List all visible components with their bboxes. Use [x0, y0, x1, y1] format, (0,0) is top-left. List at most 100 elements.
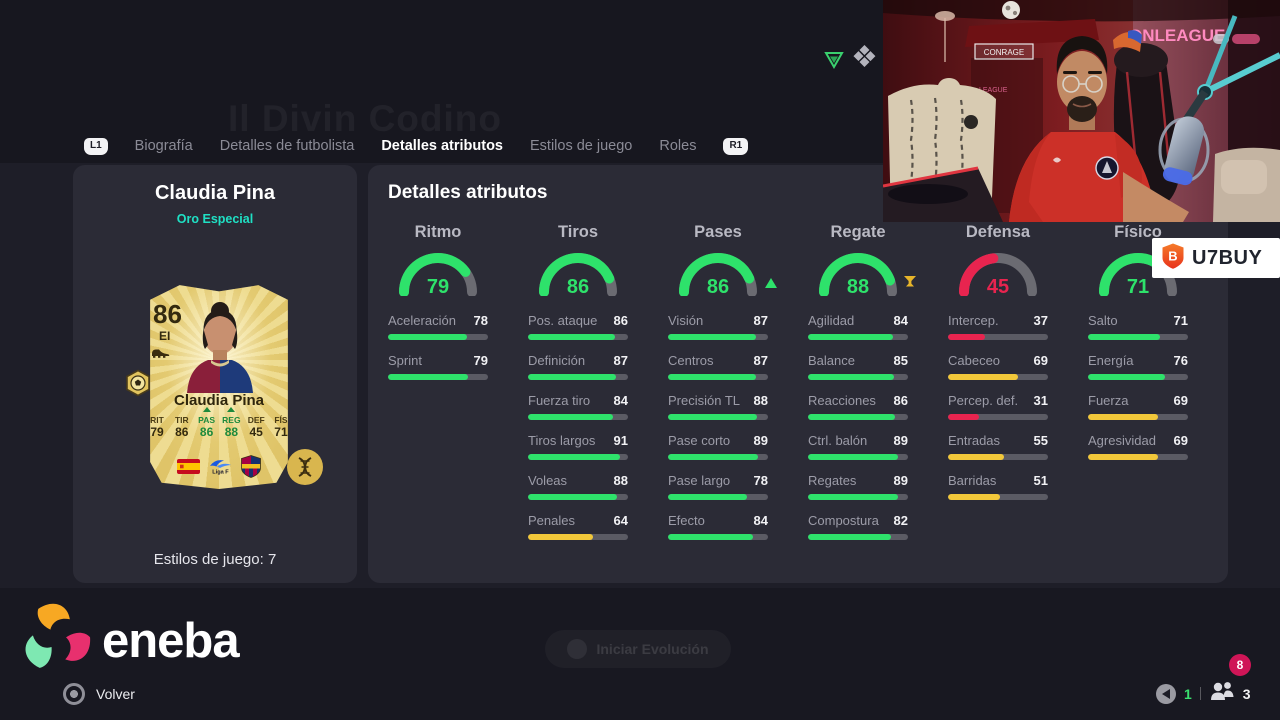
- stat-label: Pase largo: [668, 473, 731, 488]
- neon-sign-text: ONLEAGUE: [1129, 26, 1225, 45]
- tab-estilos-de-juego[interactable]: Estilos de juego: [530, 138, 633, 154]
- card-stat-def: DEF 45: [247, 415, 265, 439]
- stat-row-sprint: Sprint 79: [388, 353, 488, 380]
- stat-bar: [668, 494, 768, 500]
- card-stat-rit: RIT 79: [150, 415, 164, 439]
- group-stats: Salto 71 Energía 76 Fuerza 69 Agresividad 69: [1088, 313, 1188, 460]
- stat-bar: [808, 534, 908, 540]
- group-value: 86: [706, 276, 730, 298]
- card-stats-row: RIT 79 TIR 86 PAS 86 REG 88 DEF 45 FÍS 71: [145, 407, 293, 439]
- stat-row-agilidad: Agilidad 84: [808, 313, 908, 340]
- stat-label: Energía: [1088, 353, 1134, 368]
- attribute-group-pases: Pases 86 Visión 87 Centros 87 Precisión TL 88 Pa…: [668, 223, 777, 553]
- stat-label: Definición: [528, 353, 586, 368]
- stat-value: 85: [893, 353, 908, 368]
- eneba-logo: eneba: [18, 598, 240, 683]
- friends-icon: [1209, 681, 1235, 706]
- stat-value: 86: [893, 393, 908, 408]
- svg-text:B: B: [1168, 248, 1177, 263]
- back-control[interactable]: Volver: [63, 683, 135, 705]
- stat-label: Reacciones: [808, 393, 876, 408]
- card-stat-pas: PAS 86: [195, 407, 219, 439]
- group-gauge: 79: [396, 246, 480, 298]
- group-gauge: 45: [956, 246, 1040, 298]
- ornate-crest-icon: ❖: [851, 41, 878, 74]
- stat-row-fuerza-tiro: Fuerza tiro 84: [528, 393, 628, 420]
- tab-detalles-de-futbolista[interactable]: Detalles de futbolista: [219, 138, 355, 154]
- group-name: Defensa: [965, 223, 1031, 241]
- panel-title: Detalles atributos: [388, 182, 548, 203]
- player-name: Claudia Pina: [154, 182, 276, 204]
- group-name: Pases: [694, 223, 742, 241]
- card-stat-tir: TIR 86: [174, 415, 189, 439]
- card-player-name: Claudia Pina: [173, 392, 265, 409]
- stat-label: Agresividad: [1088, 433, 1156, 448]
- stat-bar: [948, 494, 1048, 500]
- group-stats: Intercep. 37 Cabeceo 69 Percep. def. 31 Entrad…: [948, 313, 1048, 500]
- stat-value: 76: [1173, 353, 1188, 368]
- group-value: 79: [426, 276, 450, 298]
- group-stats: Pos. ataque 86 Definición 87 Fuerza tiro 84 Ti…: [528, 313, 628, 540]
- viewer-count: 1: [1184, 685, 1192, 702]
- attribute-group-tiros: Tiros 86 Pos. ataque 86 Definición 87 Fuerza t…: [528, 223, 628, 553]
- stat-bar: [668, 454, 768, 460]
- group-value: 86: [566, 276, 590, 298]
- stat-label: Fuerza tiro: [528, 393, 591, 408]
- stat-bar: [528, 494, 628, 500]
- group-gauge: 86: [536, 246, 620, 298]
- attribute-group-regate: Regate 88 Agilidad 84 Balance 85 Reacciones 86 C…: [808, 223, 916, 553]
- stat-bar: [808, 454, 908, 460]
- start-evolution-button[interactable]: Iniciar Evolución: [545, 630, 731, 668]
- stat-label: Pase corto: [668, 433, 731, 448]
- card-stat-reg: REG 88: [219, 407, 243, 439]
- stat-label: Penales: [528, 513, 575, 528]
- player-rarity: Oro Especial: [176, 212, 254, 226]
- stat-row-voleas: Voleas 88: [528, 473, 628, 500]
- stat-bar: [668, 414, 768, 420]
- stat-label: Fuerza: [1088, 393, 1129, 408]
- group-stats: Agilidad 84 Balance 85 Reacciones 86 Ctrl. bal…: [808, 313, 908, 540]
- stat-value: 37: [1033, 313, 1048, 328]
- stat-row-visi-n: Visión 87: [668, 313, 768, 340]
- stat-label: Pos. ataque: [528, 313, 598, 328]
- stat-value: 51: [1033, 473, 1048, 488]
- u7buy-banner: B U7BUY: [1152, 238, 1280, 278]
- stat-bar: [528, 414, 628, 420]
- stat-label: Tiros largos: [528, 433, 596, 448]
- stat-value: 86: [613, 313, 628, 328]
- stat-row-intercep-: Intercep. 37: [948, 313, 1048, 340]
- stat-value: 87: [613, 353, 628, 368]
- tab-detalles-atributos[interactable]: Detalles atributos: [381, 138, 503, 154]
- stat-row-precisi-n-tl: Precisión TL 88: [668, 393, 768, 420]
- playstyle-hex-badge-icon: [125, 369, 151, 402]
- l1-shoulder-button[interactable]: L1: [84, 137, 108, 155]
- trained-gold-icon: [903, 275, 917, 293]
- stat-label: Barridas: [948, 473, 997, 488]
- wall-plate-text: CONRAGE: [984, 48, 1024, 57]
- stat-bar: [668, 374, 768, 380]
- playstyles-count-label: Estilos de juego: 7: [153, 551, 277, 568]
- stat-value: 79: [473, 353, 488, 368]
- stat-bar: [528, 534, 628, 540]
- evolution-button-icon: [567, 639, 588, 659]
- evolution-button-label: Iniciar Evolución: [596, 641, 709, 657]
- stat-bar: [948, 414, 1048, 420]
- r1-shoulder-button[interactable]: R1: [723, 137, 749, 155]
- player-card: 86 EI Claudia Pina RIT 79 TIR 86 PAS 86 REG 88 D…: [126, 281, 323, 489]
- tab-roles[interactable]: Roles: [659, 138, 697, 154]
- tab-biograf-a[interactable]: Biografía: [134, 138, 193, 154]
- stat-row-energ-a: Energía 76: [1088, 353, 1188, 380]
- stat-label: Agilidad: [808, 313, 855, 328]
- stat-label: Entradas: [948, 433, 1001, 448]
- background-player-watermark: Il Divin Codino: [228, 98, 502, 139]
- stat-label: Cabeceo: [948, 353, 1001, 368]
- attribute-group-ritmo: Ritmo 79 Aceleración 78 Sprint 79: [388, 223, 488, 553]
- back-label: Volver: [96, 686, 135, 702]
- stat-row-ctrl-bal-n: Ctrl. balón 89: [808, 433, 908, 460]
- stat-row-regates: Regates 89: [808, 473, 908, 500]
- small-neon-text: LEAGUE: [979, 87, 1008, 94]
- friends-count: 3: [1242, 685, 1251, 702]
- stat-value: 88: [753, 393, 768, 408]
- stat-label: Precisión TL: [668, 393, 741, 408]
- stat-value: 89: [893, 433, 908, 448]
